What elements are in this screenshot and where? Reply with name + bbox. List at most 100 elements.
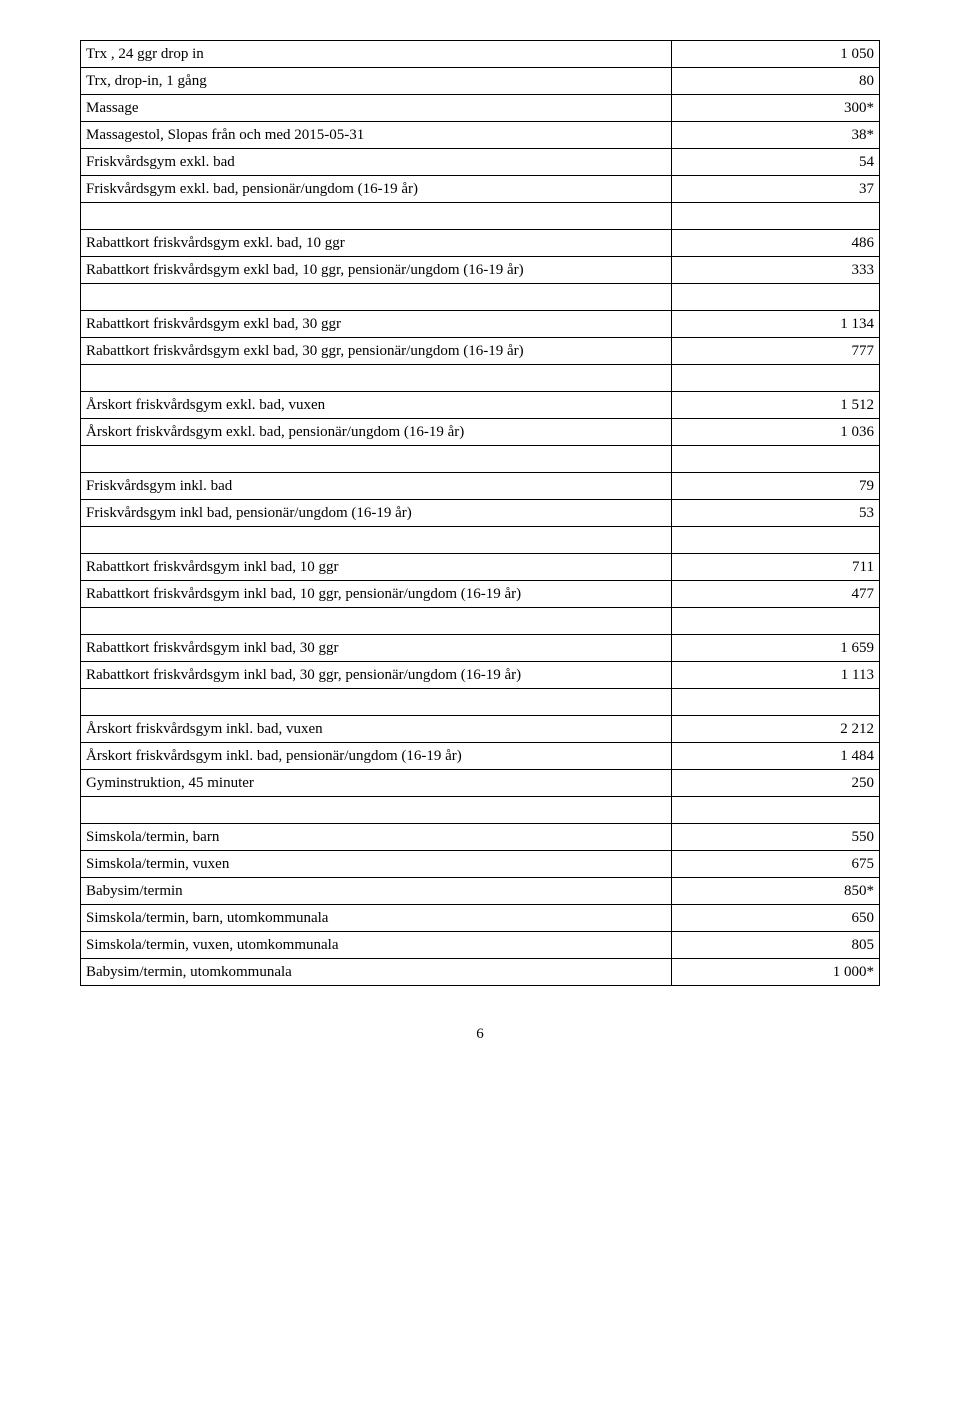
row-value: 80 [672,68,880,95]
table-row: Massage300* [81,95,880,122]
table-row: Årskort friskvårdsgym inkl. bad, vuxen2 … [81,716,880,743]
row-value: 850* [672,878,880,905]
row-label: Rabattkort friskvårdsgym inkl bad, 10 gg… [81,554,672,581]
row-value: 1 113 [672,662,880,689]
table-row: Massagestol, Slopas från och med 2015-05… [81,122,880,149]
row-value: 1 036 [672,419,880,446]
row-value: 777 [672,338,880,365]
row-value: 1 050 [672,41,880,68]
empty-cell [672,284,880,311]
row-label: Rabattkort friskvårdsgym exkl bad, 30 gg… [81,311,672,338]
table-row: Babysim/termin, utomkommunala1 000* [81,959,880,986]
row-value: 675 [672,851,880,878]
table-row [81,608,880,635]
row-value: 333 [672,257,880,284]
row-label: Årskort friskvårdsgym exkl. bad, pension… [81,419,672,446]
table-row: Rabattkort friskvårdsgym exkl bad, 10 gg… [81,257,880,284]
row-value: 54 [672,149,880,176]
row-label: Simskola/termin, vuxen, utomkommunala [81,932,672,959]
table-row [81,689,880,716]
table-row [81,365,880,392]
row-label: Årskort friskvårdsgym inkl. bad, pension… [81,743,672,770]
row-label: Babysim/termin, utomkommunala [81,959,672,986]
row-label: Simskola/termin, barn, utomkommunala [81,905,672,932]
row-label: Rabattkort friskvårdsgym inkl bad, 30 gg… [81,662,672,689]
table-row: Simskola/termin, vuxen675 [81,851,880,878]
table-row: Årskort friskvårdsgym exkl. bad, vuxen1 … [81,392,880,419]
empty-cell [81,608,672,635]
empty-cell [672,365,880,392]
row-value: 53 [672,500,880,527]
row-label: Årskort friskvårdsgym inkl. bad, vuxen [81,716,672,743]
table-row: Rabattkort friskvårdsgym inkl bad, 30 gg… [81,635,880,662]
row-label: Trx , 24 ggr drop in [81,41,672,68]
table-row: Rabattkort friskvårdsgym exkl bad, 30 gg… [81,338,880,365]
table-row: Rabattkort friskvårdsgym inkl bad, 10 gg… [81,554,880,581]
empty-cell [672,608,880,635]
empty-cell [81,527,672,554]
table-row: Friskvårdsgym inkl bad, pensionär/ungdom… [81,500,880,527]
table-row: Babysim/termin850* [81,878,880,905]
row-value: 37 [672,176,880,203]
table-row: Rabattkort friskvårdsgym inkl bad, 30 gg… [81,662,880,689]
row-value: 550 [672,824,880,851]
row-label: Friskvårdsgym inkl. bad [81,473,672,500]
empty-cell [81,446,672,473]
table-row: Rabattkort friskvårdsgym exkl. bad, 10 g… [81,230,880,257]
row-label: Massagestol, Slopas från och med 2015-05… [81,122,672,149]
table-row [81,446,880,473]
table-row: Trx , 24 ggr drop in1 050 [81,41,880,68]
row-label: Friskvårdsgym inkl bad, pensionär/ungdom… [81,500,672,527]
table-row [81,797,880,824]
row-label: Rabattkort friskvårdsgym inkl bad, 30 gg… [81,635,672,662]
empty-cell [672,446,880,473]
table-row: Simskola/termin, vuxen, utomkommunala805 [81,932,880,959]
row-value: 650 [672,905,880,932]
row-value: 477 [672,581,880,608]
row-label: Årskort friskvårdsgym exkl. bad, vuxen [81,392,672,419]
row-label: Trx, drop-in, 1 gång [81,68,672,95]
row-value: 38* [672,122,880,149]
table-row: Årskort friskvårdsgym exkl. bad, pension… [81,419,880,446]
row-label: Simskola/termin, vuxen [81,851,672,878]
row-value: 486 [672,230,880,257]
row-value: 2 212 [672,716,880,743]
table-row: Rabattkort friskvårdsgym inkl bad, 10 gg… [81,581,880,608]
row-value: 300* [672,95,880,122]
row-label: Friskvårdsgym exkl. bad [81,149,672,176]
empty-cell [81,797,672,824]
row-label: Babysim/termin [81,878,672,905]
row-value: 79 [672,473,880,500]
row-label: Rabattkort friskvårdsgym exkl. bad, 10 g… [81,230,672,257]
price-table: Trx , 24 ggr drop in1 050Trx, drop-in, 1… [80,40,880,986]
empty-cell [672,203,880,230]
table-row: Gyminstruktion, 45 minuter250 [81,770,880,797]
row-label: Friskvårdsgym exkl. bad, pensionär/ungdo… [81,176,672,203]
row-label: Rabattkort friskvårdsgym exkl bad, 30 gg… [81,338,672,365]
table-row: Simskola/termin, barn, utomkommunala650 [81,905,880,932]
row-label: Massage [81,95,672,122]
row-value: 711 [672,554,880,581]
row-label: Rabattkort friskvårdsgym exkl bad, 10 gg… [81,257,672,284]
row-value: 250 [672,770,880,797]
empty-cell [672,527,880,554]
table-row [81,527,880,554]
empty-cell [672,797,880,824]
empty-cell [81,203,672,230]
table-row: Friskvårdsgym exkl. bad54 [81,149,880,176]
empty-cell [81,689,672,716]
row-label: Rabattkort friskvårdsgym inkl bad, 10 gg… [81,581,672,608]
table-row: Friskvårdsgym inkl. bad79 [81,473,880,500]
table-row: Simskola/termin, barn550 [81,824,880,851]
empty-cell [81,284,672,311]
row-value: 1 659 [672,635,880,662]
row-label: Gyminstruktion, 45 minuter [81,770,672,797]
row-value: 1 484 [672,743,880,770]
row-label: Simskola/termin, barn [81,824,672,851]
table-row [81,284,880,311]
row-value: 1 000* [672,959,880,986]
empty-cell [81,365,672,392]
row-value: 1 134 [672,311,880,338]
table-row: Friskvårdsgym exkl. bad, pensionär/ungdo… [81,176,880,203]
row-value: 1 512 [672,392,880,419]
